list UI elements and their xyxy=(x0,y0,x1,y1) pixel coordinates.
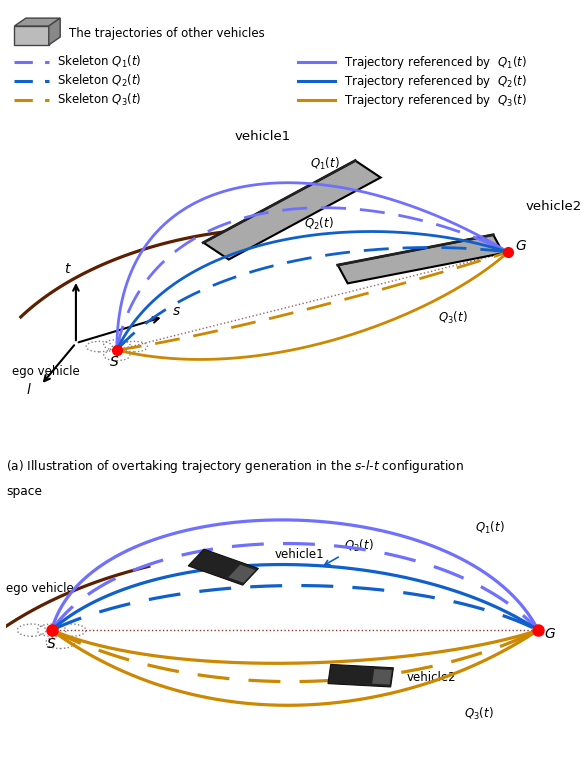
Text: $S$: $S$ xyxy=(47,636,57,650)
Text: $Q_3(t)$: $Q_3(t)$ xyxy=(464,706,493,722)
Text: $Q_2(t)$: $Q_2(t)$ xyxy=(304,216,333,232)
Polygon shape xyxy=(372,669,392,685)
Text: space: space xyxy=(6,485,42,499)
Text: $t$: $t$ xyxy=(64,262,72,276)
Text: $Q_1(t)$: $Q_1(t)$ xyxy=(475,520,505,536)
Text: (a) Illustration of overtaking trajectory generation in the $s$-$l$-$t$ configur: (a) Illustration of overtaking trajector… xyxy=(6,457,464,475)
Text: $S$: $S$ xyxy=(109,355,119,369)
Text: $G$: $G$ xyxy=(515,240,527,254)
Polygon shape xyxy=(15,26,48,45)
Text: Trajectory referenced by  $Q_2(t)$: Trajectory referenced by $Q_2(t)$ xyxy=(343,73,526,89)
Text: Trajectory referenced by  $Q_1(t)$: Trajectory referenced by $Q_1(t)$ xyxy=(343,54,526,71)
Text: $G$: $G$ xyxy=(544,627,556,640)
Text: Skeleton $Q_3(t)$: Skeleton $Q_3(t)$ xyxy=(57,93,142,108)
Text: $Q_2(t)$: $Q_2(t)$ xyxy=(325,538,373,565)
Text: $l$: $l$ xyxy=(26,382,32,397)
Text: $Q_1(t)$: $Q_1(t)$ xyxy=(310,156,339,172)
Polygon shape xyxy=(188,549,259,585)
Text: ego vehicle: ego vehicle xyxy=(12,365,79,377)
Text: Skeleton $Q_1(t)$: Skeleton $Q_1(t)$ xyxy=(57,54,142,71)
Text: ego vehicle: ego vehicle xyxy=(6,582,74,594)
Polygon shape xyxy=(203,160,381,260)
Text: Skeleton $Q_2(t)$: Skeleton $Q_2(t)$ xyxy=(57,73,142,89)
Text: vehicle2: vehicle2 xyxy=(406,671,456,684)
Polygon shape xyxy=(48,18,60,45)
Text: vehicle1: vehicle1 xyxy=(275,548,325,562)
Text: The trajectories of other vehicles: The trajectories of other vehicles xyxy=(69,27,265,40)
Text: vehicle1: vehicle1 xyxy=(235,130,291,143)
Text: Trajectory referenced by  $Q_3(t)$: Trajectory referenced by $Q_3(t)$ xyxy=(343,92,526,109)
Polygon shape xyxy=(15,18,60,26)
Polygon shape xyxy=(328,664,394,687)
Polygon shape xyxy=(338,235,503,283)
Polygon shape xyxy=(228,565,255,583)
Text: vehicle2: vehicle2 xyxy=(526,200,582,213)
Text: $s$: $s$ xyxy=(172,304,181,318)
Text: $Q_3(t)$: $Q_3(t)$ xyxy=(438,310,468,326)
